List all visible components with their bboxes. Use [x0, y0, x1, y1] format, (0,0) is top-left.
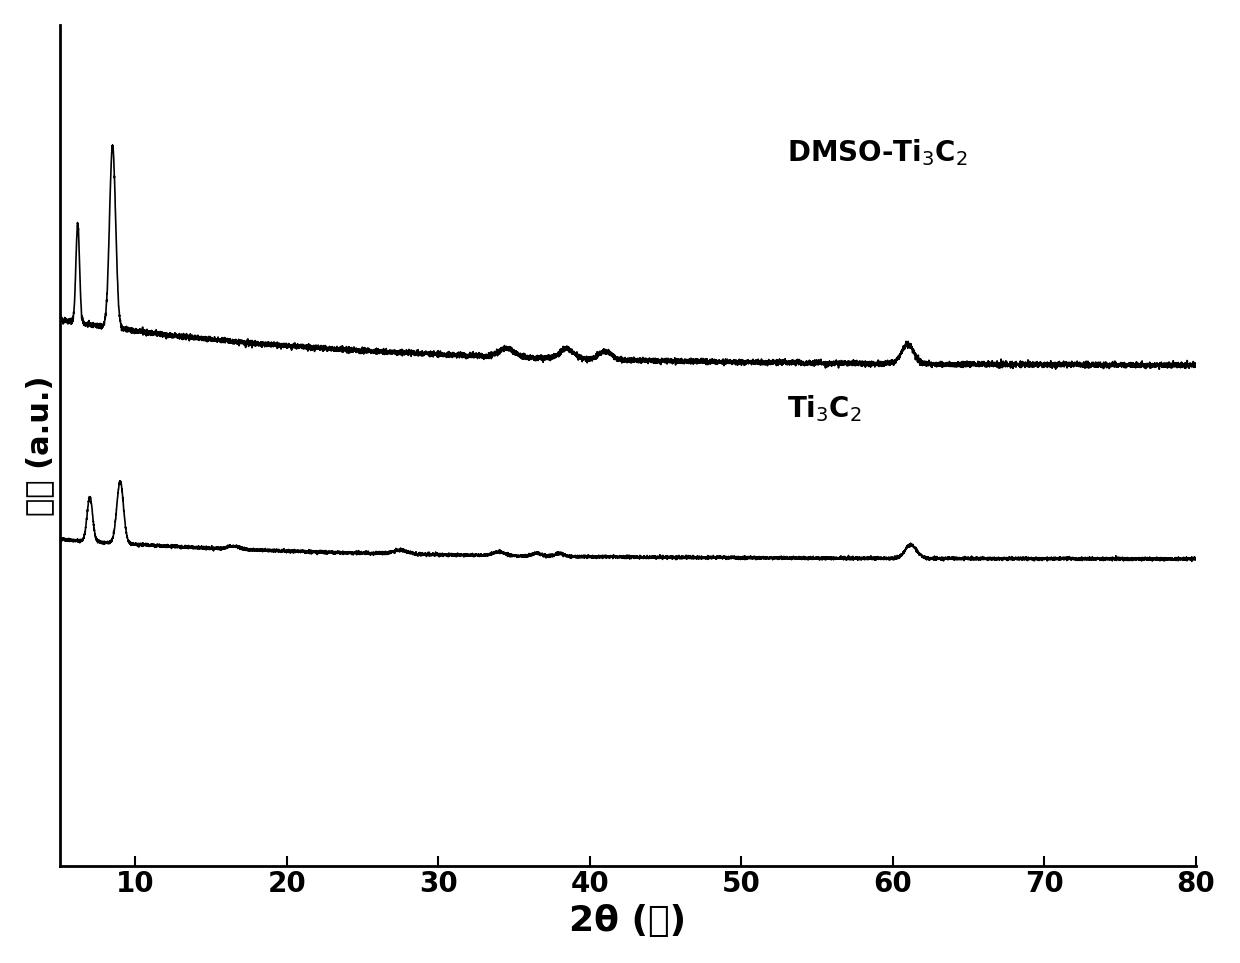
- Text: DMSO-Ti$_3$C$_2$: DMSO-Ti$_3$C$_2$: [786, 137, 967, 168]
- Y-axis label: 强度 (a.u.): 强度 (a.u.): [25, 375, 55, 515]
- X-axis label: 2θ (度): 2θ (度): [569, 904, 686, 938]
- Text: Ti$_3$C$_2$: Ti$_3$C$_2$: [786, 393, 862, 424]
